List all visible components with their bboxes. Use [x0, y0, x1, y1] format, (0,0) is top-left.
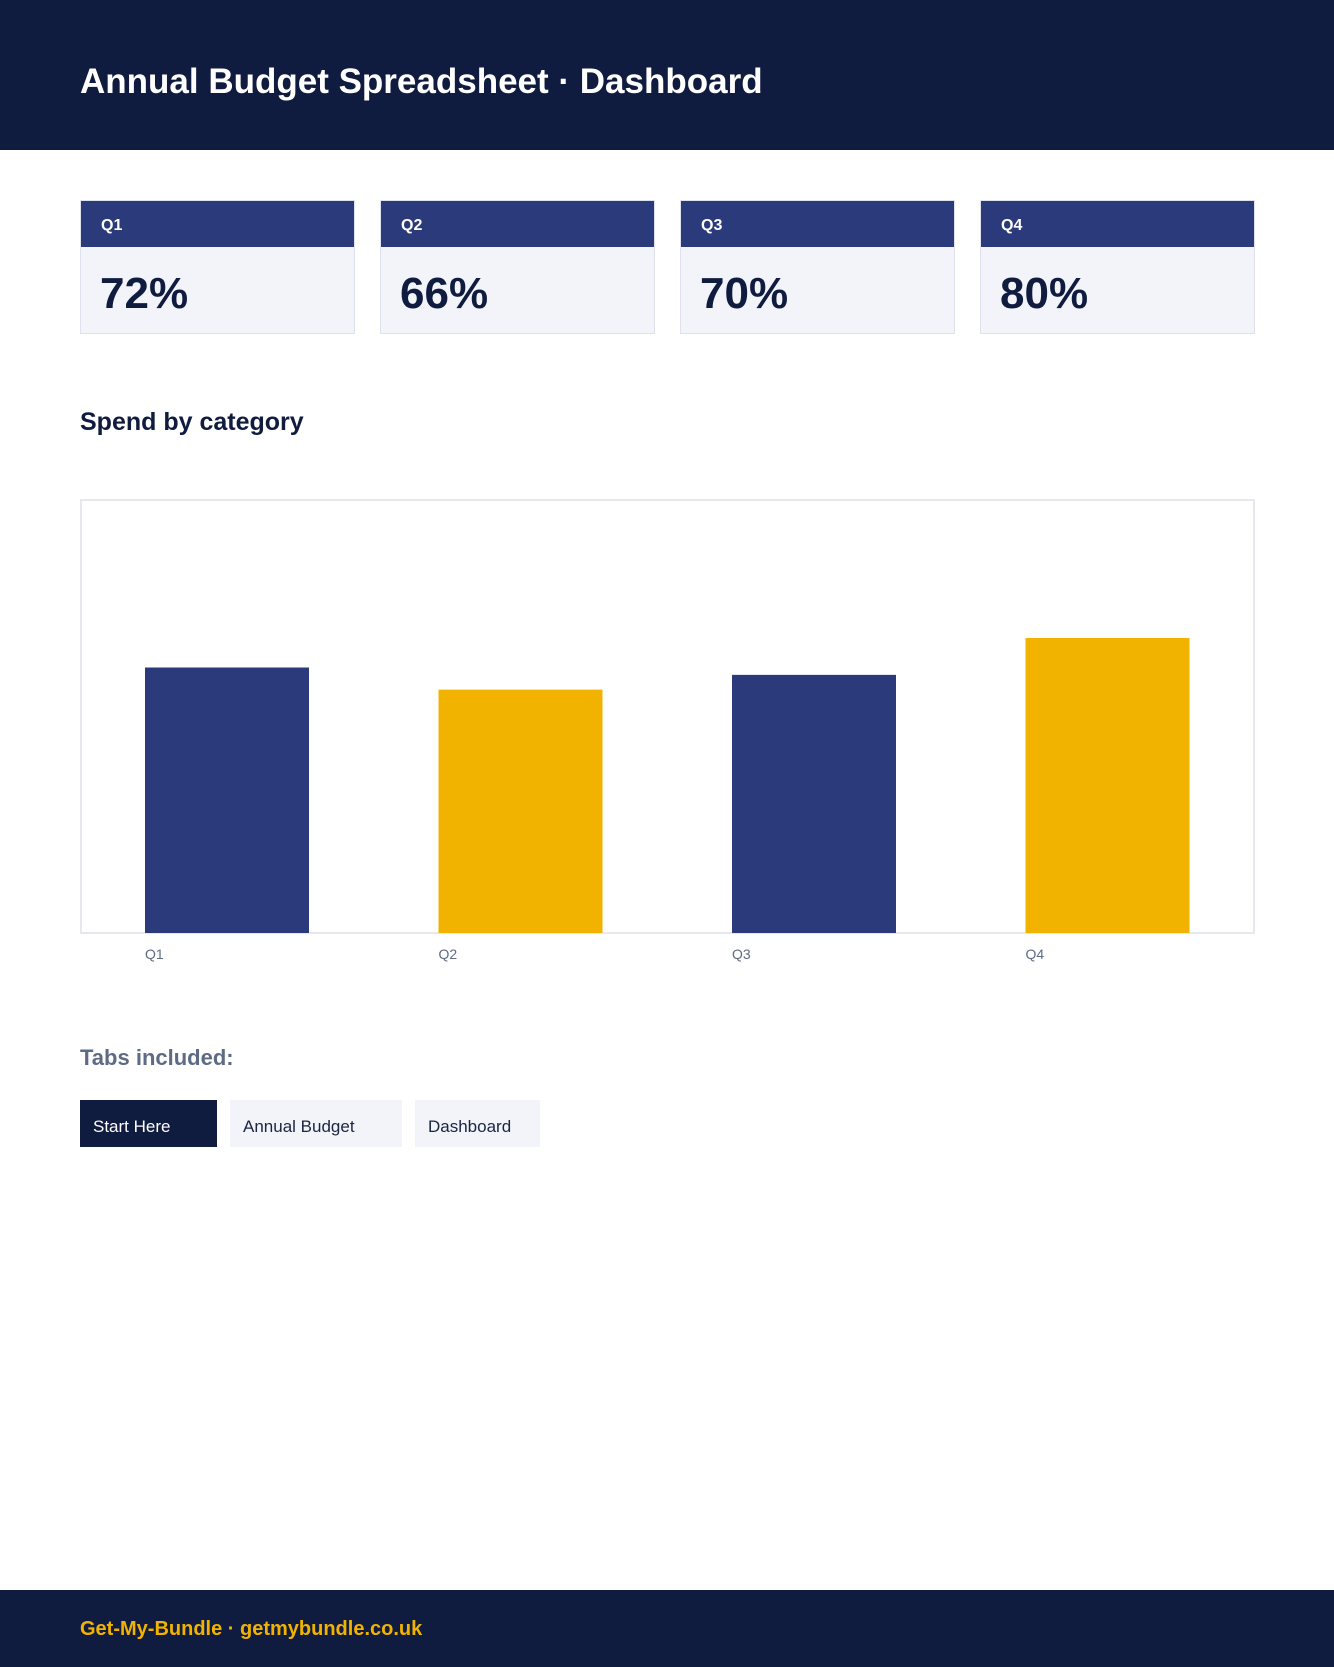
kpi-value: 66%	[400, 269, 489, 318]
bar-q1	[145, 667, 309, 933]
kpi-value: 80%	[1000, 269, 1089, 318]
kpi-card-q1: Q1 72%	[80, 200, 355, 334]
x-tick-label: Q2	[439, 946, 458, 962]
footer-brand-link[interactable]: Get-My-Bundle · getmybundle.co.uk	[80, 1618, 423, 1640]
kpi-row: Q1 72% Q2 66% Q3 70% Q4 80%	[80, 200, 1255, 334]
tab-annual-budget[interactable]: Annual Budget	[230, 1100, 402, 1147]
kpi-label: Q4	[981, 201, 1254, 247]
bar-q2	[438, 689, 603, 933]
tab-start-here[interactable]: Start Here	[80, 1100, 217, 1147]
header-bar: Annual Budget Spreadsheet · Dashboard	[0, 0, 1334, 150]
kpi-value: 72%	[100, 269, 189, 318]
tab-dashboard[interactable]: Dashboard	[415, 1100, 540, 1147]
kpi-card-q3: Q3 70%	[680, 200, 955, 334]
section-title: Spend by category	[80, 408, 304, 436]
kpi-card-q2: Q2 66%	[380, 200, 655, 334]
x-tick-label: Q3	[732, 946, 751, 962]
kpi-card-q4: Q4 80%	[980, 200, 1255, 334]
bar-q3	[732, 674, 896, 933]
kpi-label: Q1	[81, 201, 354, 247]
footer-bar: Get-My-Bundle · getmybundle.co.uk	[0, 1590, 1334, 1667]
kpi-label: Q2	[381, 201, 654, 247]
x-tick-label: Q1	[145, 946, 164, 962]
page-title: Annual Budget Spreadsheet · Dashboard	[80, 62, 763, 101]
spend-bar-chart: Q1 Q2 Q3 Q4	[145, 638, 1190, 962]
bar-q4	[1025, 638, 1190, 933]
tabs-title: Tabs included:	[80, 1045, 234, 1070]
kpi-value: 70%	[700, 269, 789, 318]
kpi-label: Q3	[681, 201, 954, 247]
x-tick-label: Q4	[1026, 946, 1045, 962]
